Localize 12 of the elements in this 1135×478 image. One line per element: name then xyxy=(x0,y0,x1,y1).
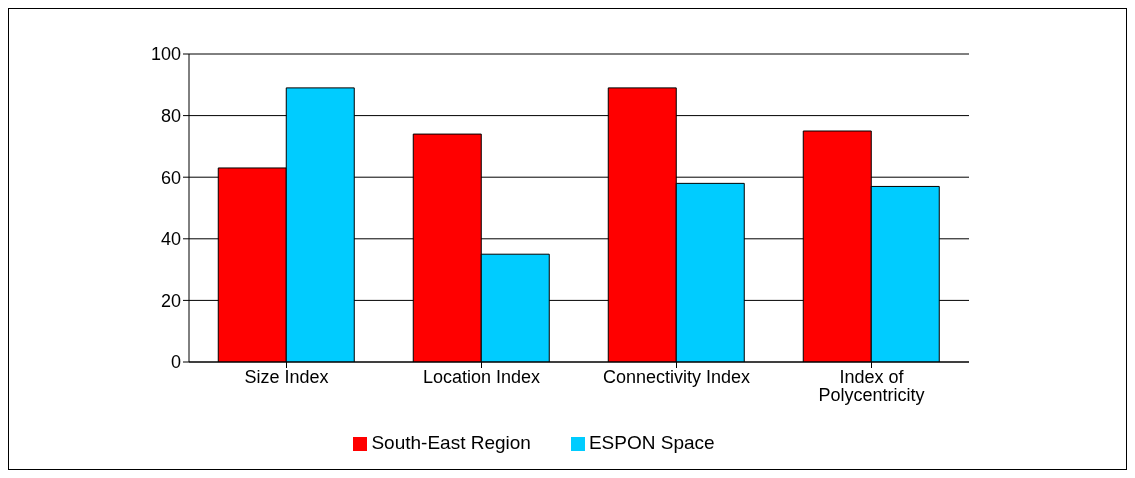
x-tick-label: Index of Polycentricity xyxy=(818,366,925,405)
x-tick-label: Connectivity Index xyxy=(602,366,751,387)
x-tick-label: Location Index xyxy=(422,366,541,387)
y-tick-label: 100 xyxy=(150,44,181,65)
legend-label: South-East Region xyxy=(371,432,531,453)
y-tick-label: 80 xyxy=(160,105,181,126)
y-tick-label: 60 xyxy=(160,167,181,188)
x-tick-label: Size Index xyxy=(244,366,329,387)
y-tick-label: 20 xyxy=(160,290,181,311)
y-tick-label: 0 xyxy=(170,352,181,373)
y-tick-label: 40 xyxy=(160,229,181,250)
legend-label: ESPON Space xyxy=(588,432,715,453)
